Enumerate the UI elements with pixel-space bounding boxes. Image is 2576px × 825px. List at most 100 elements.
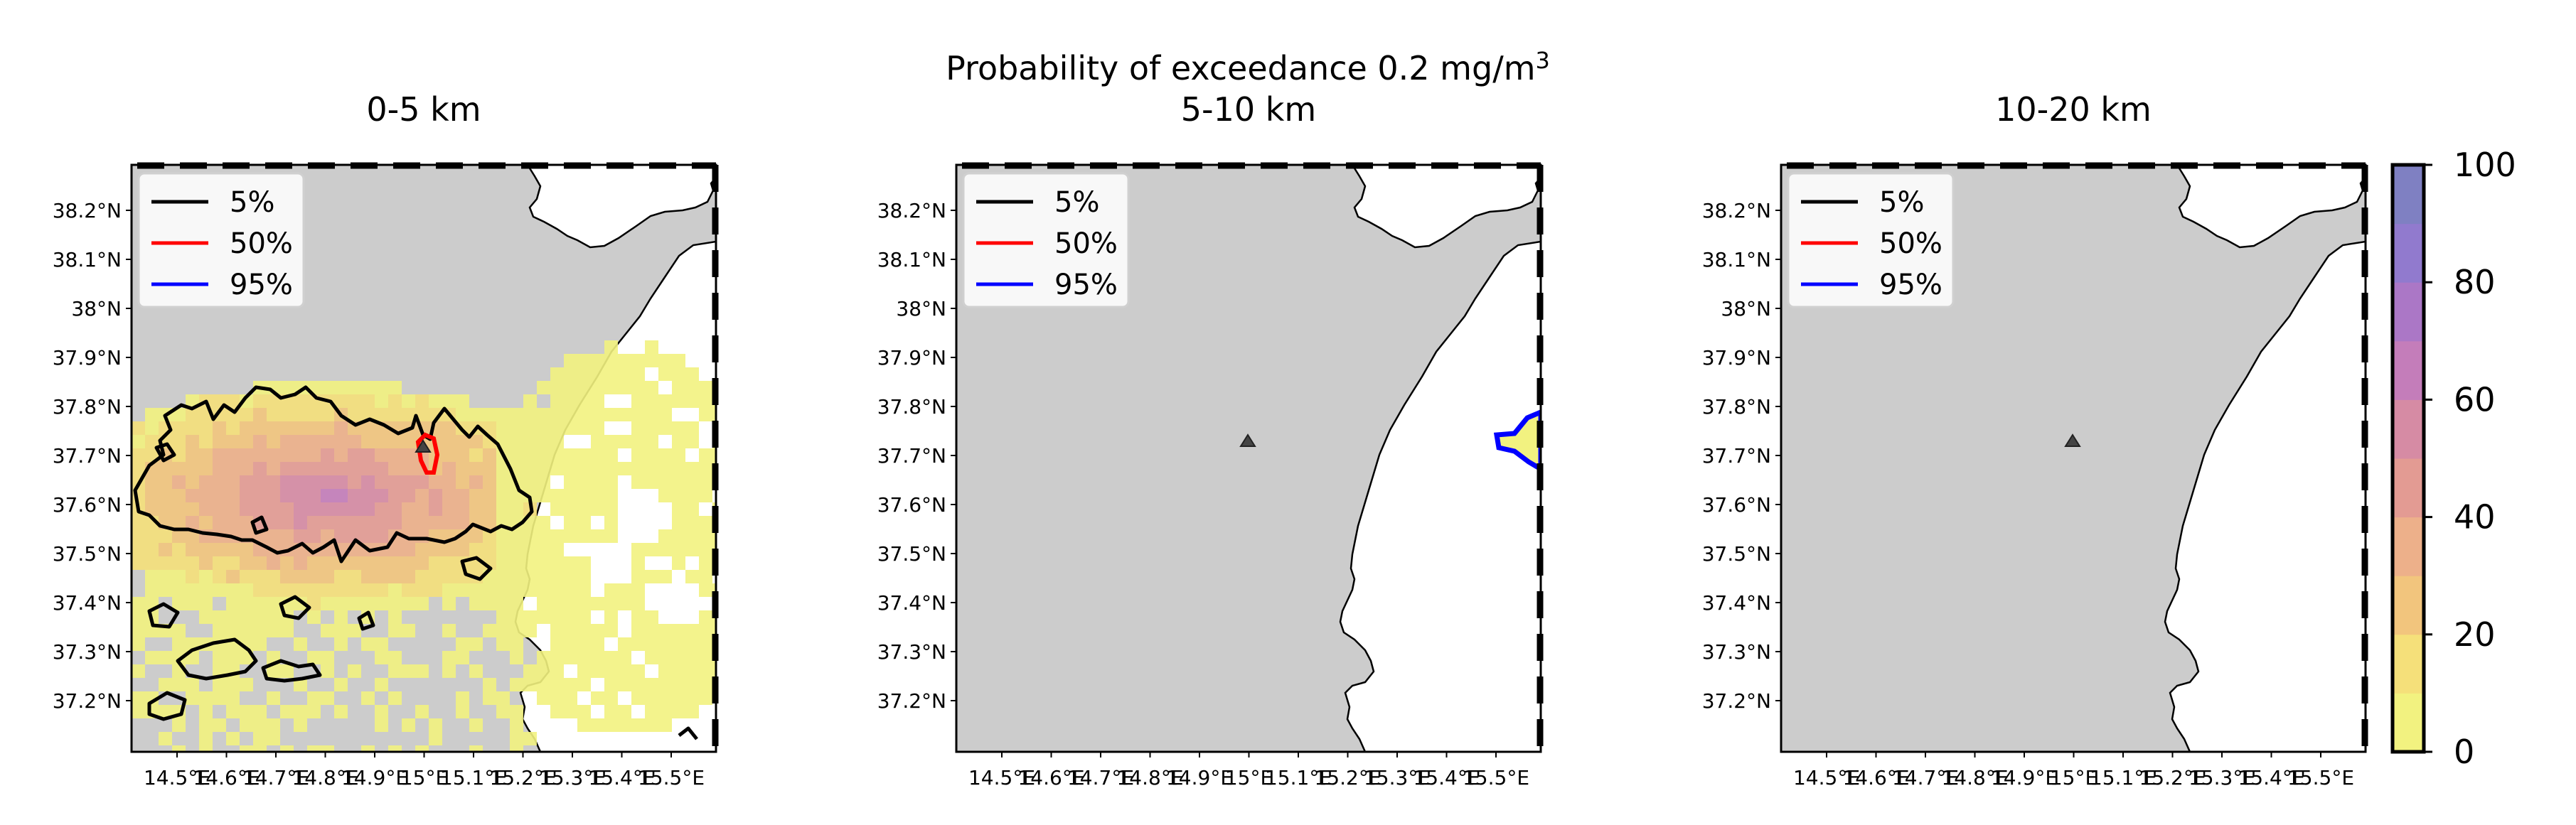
lat-label: 37.9°N (1702, 346, 1771, 370)
heatmap-cell (685, 502, 699, 516)
heatmap-cell (496, 556, 510, 570)
heatmap-cell (321, 408, 334, 421)
heatmap-cell (496, 462, 510, 475)
legend-box (137, 172, 305, 308)
heatmap-cell (604, 529, 618, 543)
heatmap-cell (132, 597, 145, 610)
heatmap-cell (591, 354, 604, 367)
heatmap-cell (523, 624, 537, 637)
heatmap-cell (523, 543, 537, 556)
heatmap-cell (591, 435, 604, 448)
lat-label: 37.4°N (1702, 591, 1771, 615)
heatmap-cell (685, 637, 699, 651)
heatmap-cell (145, 570, 159, 583)
heatmap-cell (199, 597, 213, 610)
heatmap-cell (618, 637, 631, 651)
colorbar-segment (2393, 458, 2424, 518)
heatmap-cell (145, 448, 159, 462)
heatmap-cell (172, 745, 186, 752)
lat-label: 38.2°N (877, 199, 946, 222)
heatmap-cell (604, 664, 618, 678)
heatmap-cell (699, 583, 712, 597)
heatmap-cell (402, 597, 415, 610)
heatmap-cell (631, 597, 645, 610)
heatmap-cell (483, 489, 496, 502)
heatmap-cell (564, 408, 577, 421)
heatmap-cell (199, 745, 213, 752)
heatmap-cell (469, 408, 483, 421)
heatmap-cell (334, 502, 348, 516)
heatmap-cell (240, 745, 253, 752)
legend: 5% 50% 95% (962, 172, 1130, 308)
heatmap-cell (172, 529, 186, 543)
colorbar-tick-label: 100 (2454, 146, 2516, 184)
heatmap-cell (253, 583, 267, 597)
heatmap-cell (496, 705, 510, 718)
heatmap-cell (307, 651, 321, 664)
heatmap-cell (483, 516, 496, 529)
heatmap-cell (442, 597, 456, 610)
lat-label: 37.9°N (53, 346, 122, 370)
heatmap-cell (186, 502, 199, 516)
heatmap-cell (294, 529, 307, 543)
heatmap-cell (672, 691, 685, 705)
heatmap-cell (550, 462, 564, 475)
heatmap-cell (537, 489, 550, 502)
heatmap-cell (577, 475, 591, 489)
lon-label: 15°E (2050, 766, 2097, 789)
lon-label: 14.8°E (1116, 766, 1183, 789)
heatmap-cell (604, 354, 618, 367)
heatmap-cell (199, 691, 213, 705)
heatmap-cell (253, 610, 267, 624)
heatmap-cell (591, 624, 604, 637)
heatmap-cell (456, 408, 469, 421)
heatmap-cell (510, 637, 523, 651)
heatmap-cell (631, 624, 645, 637)
heatmap-cell (159, 678, 172, 691)
heatmap-cell (685, 475, 699, 489)
volcano-marker (1239, 433, 1256, 447)
heatmap-cell (226, 435, 240, 448)
heatmap-cell (523, 732, 537, 745)
heatmap-cell (510, 745, 523, 752)
heatmap-cell (267, 718, 280, 732)
heatmap-cell (132, 637, 145, 651)
heatmap-cell (429, 516, 442, 529)
heatmap-cell (240, 543, 253, 556)
heatmap-cell (685, 367, 699, 381)
heatmap-cell (564, 502, 577, 516)
lat-label: 37.7°N (877, 444, 946, 468)
lat-label: 37.8°N (877, 395, 946, 419)
heatmap-cell (226, 462, 240, 475)
heatmap-cell (537, 664, 550, 678)
heatmap-cell (496, 502, 510, 516)
heatmap-cell (226, 543, 240, 556)
heatmap-cell (496, 637, 510, 651)
heatmap-cell (591, 651, 604, 664)
heatmap-cell (672, 529, 685, 543)
heatmap-cell (658, 462, 672, 475)
lat-label: 37.2°N (53, 689, 122, 713)
heatmap-cell (510, 435, 523, 448)
heatmap-cell (550, 597, 564, 610)
heatmap-cell (172, 570, 186, 583)
heatmap-cell (348, 448, 361, 462)
heatmap-cell (375, 651, 388, 664)
heatmap-cell (388, 556, 402, 570)
heatmap-cell (469, 448, 483, 462)
heatmap-cell (564, 705, 577, 718)
heatmap-cell (415, 502, 429, 516)
heatmap-cell (186, 543, 199, 556)
heatmap-cell (645, 421, 658, 435)
heatmap-cell (537, 435, 550, 448)
heatmap-cell (523, 435, 537, 448)
heatmap-cell (361, 489, 375, 502)
heatmap-cell (294, 570, 307, 583)
heatmap-cell (658, 354, 672, 367)
heatmap-cell (483, 597, 496, 610)
lat-label: 38°N (71, 297, 122, 320)
heatmap-cell (645, 408, 658, 421)
heatmap-cell (604, 678, 618, 691)
heatmap-cell (186, 597, 199, 610)
heatmap-cell (132, 516, 145, 529)
